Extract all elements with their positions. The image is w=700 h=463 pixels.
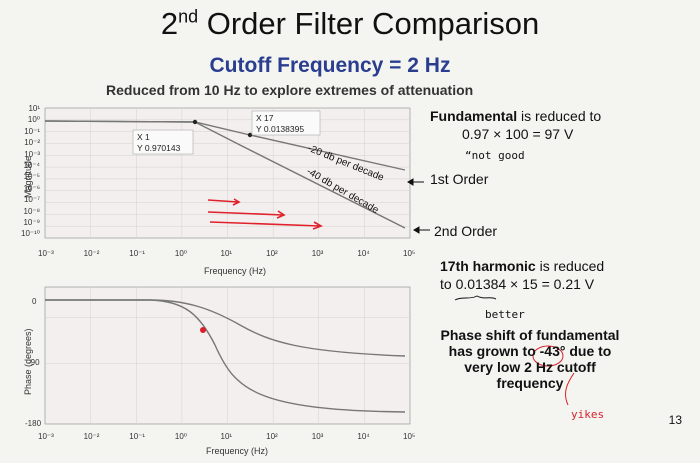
datatip-marker-2 (247, 132, 253, 138)
datatip-box-2 (251, 110, 321, 136)
harmonic-note: 17th harmonic is reduced (440, 258, 605, 274)
magnitude-xtick: 10⁴ (357, 249, 370, 258)
phase-xtick: 10¹ (220, 432, 233, 441)
magnitude-ytick: 10⁻¹⁰ (21, 229, 40, 239)
magnitude-ytick: 10⁻⁴ (23, 161, 40, 170)
phase-note-line3: very low 2 Hz cutoff (464, 359, 596, 375)
magnitude-xtick: 10⁻² (83, 249, 100, 258)
magnitude-ytick: 10⁻⁵ (23, 172, 40, 182)
phase-marker-red (200, 327, 206, 333)
harmonic-calc: to 0.01384 × 15 = 0.21 V (440, 276, 595, 292)
magnitude-ytick: 10⁻³ (24, 149, 40, 159)
magnitude-ytick: 10⁻¹ (24, 126, 40, 136)
phase-note-line2: has grown to -43° due to (448, 343, 612, 359)
magnitude-xlabel: Frequency (Hz) (204, 266, 267, 276)
slide-subtitle: Cutoff Frequency = 2 Hz (209, 54, 451, 77)
datatip-box-1 (132, 129, 194, 155)
phase-second-order-curve (45, 299, 406, 413)
phase-xtick: 10⁴ (357, 432, 370, 441)
magnitude-xtick: 10¹ (220, 249, 233, 258)
phase-xtick: 10⁵ (403, 432, 416, 441)
handwritten-not-good: “not good (465, 149, 525, 162)
phase-ytick-180: -180 (25, 419, 42, 428)
phase-xtick: 10⁻³ (38, 432, 54, 441)
fundamental-calc: 0.97 × 100 = 97 V (462, 126, 574, 142)
datatip-marker-1 (192, 119, 198, 125)
slide-title: 2nd Order Filter Comparison (160, 6, 540, 41)
phase-note: Phase shift of fundamental has grown to … (430, 327, 630, 391)
phase-ytick-0: 0 (32, 297, 37, 306)
magnitude-ytick: 10⁻⁷ (23, 195, 40, 205)
first-order-label: 1st Order (430, 171, 489, 187)
phase-xtick: 10² (266, 432, 278, 441)
second-order-label: 2nd Order (434, 223, 498, 239)
phase-ytick-90: -90 (28, 358, 40, 367)
magnitude-xtick: 10⁰ (174, 249, 187, 258)
slide-subtitle-2: Reduced from 10 Hz to explore extremes o… (106, 82, 474, 98)
annotation-arrows (407, 178, 430, 234)
datatip-2-x: X 17 (256, 113, 274, 123)
fundamental-note: Fundamental is reduced to (430, 108, 602, 124)
red-arrows (207, 198, 323, 230)
phase-xtick: 10⁻¹ (129, 432, 146, 441)
datatip-2-y: Y 0.0138395 (256, 124, 305, 134)
second-order-curve (44, 120, 406, 229)
datatip-1-x: X 1 (137, 132, 150, 142)
magnitude-ytick: 10⁻⁸ (23, 206, 41, 216)
handwritten-yikes: yikes (571, 408, 605, 421)
magnitude-xtick: 10⁻¹ (129, 249, 146, 258)
magnitude-xtick: 10² (266, 249, 278, 258)
magnitude-ytick: 10⁻⁶ (23, 183, 40, 193)
handwritten-marks (454, 295, 575, 406)
magnitude-xtick: 10⁻³ (38, 249, 54, 258)
magnitude-ytick: 10⁰ (27, 115, 40, 125)
datatip-1-y: Y 0.970143 (137, 143, 181, 153)
phase-note-line4: frequency (496, 375, 564, 391)
phase-xtick: 10⁰ (174, 432, 187, 441)
phase-xlabel: Frequency (Hz) (206, 446, 269, 456)
magnitude-ytick: 10⁻² (24, 138, 40, 148)
handwritten-better: better (485, 308, 525, 321)
magnitude-xtick: 10⁵ (403, 249, 416, 258)
phase-first-order-curve (45, 299, 406, 357)
magnitude-xtick: 10³ (311, 249, 324, 258)
phase-xtick: 10⁻² (83, 432, 100, 441)
phase-note-line1: Phase shift of fundamental (440, 327, 620, 343)
magnitude-ytick: 10¹ (28, 104, 40, 113)
phase-xtick: 10³ (311, 432, 324, 441)
page-number: 13 (668, 413, 682, 427)
magnitude-ytick: 10⁻⁹ (23, 218, 40, 227)
